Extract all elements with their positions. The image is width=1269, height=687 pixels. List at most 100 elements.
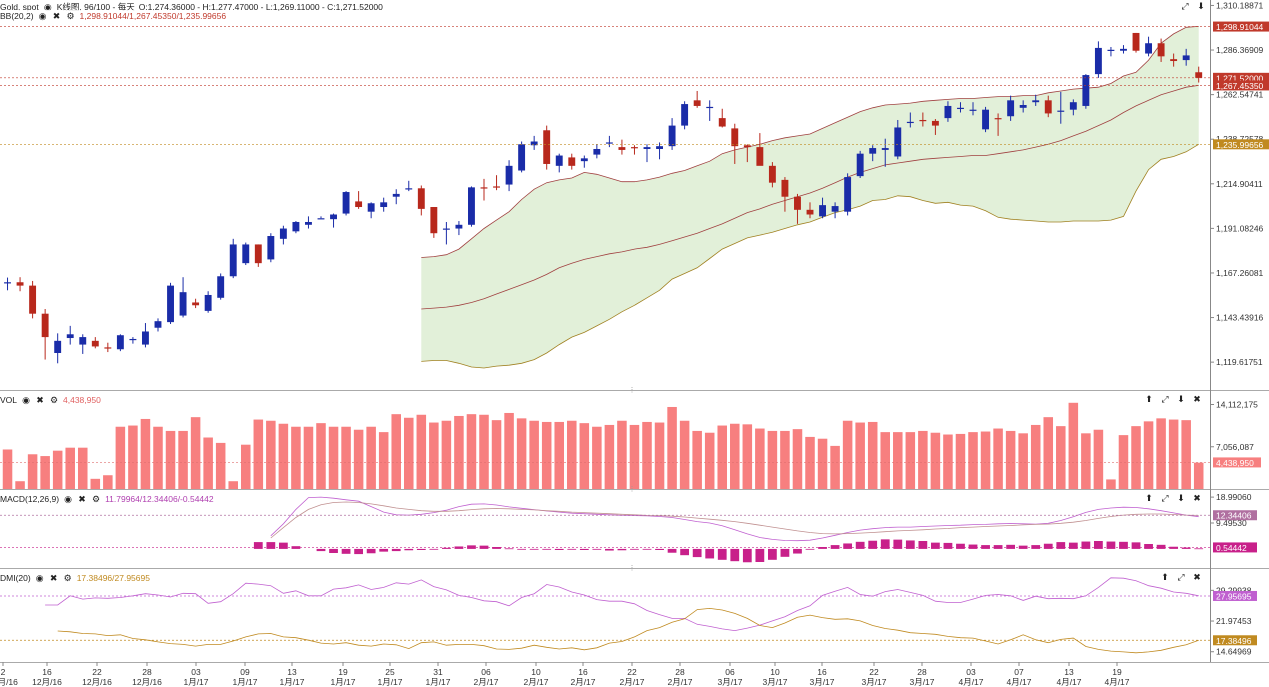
close-icon[interactable]: ✖ bbox=[1193, 394, 1201, 404]
close-icon[interactable]: ✖ bbox=[78, 494, 86, 504]
candle bbox=[468, 186, 475, 227]
volume-bar bbox=[366, 426, 376, 489]
volume-bar bbox=[1056, 426, 1066, 489]
candle-body bbox=[505, 165, 513, 185]
eye-icon[interactable]: ◉ bbox=[38, 11, 47, 21]
volume-bar bbox=[2, 449, 13, 489]
macd-pane[interactable] bbox=[0, 496, 1210, 563]
eye-icon[interactable]: ◉ bbox=[43, 2, 52, 12]
volume-bar bbox=[516, 418, 527, 489]
volume-bar bbox=[240, 444, 251, 489]
candle bbox=[794, 193, 801, 224]
macd-histogram-bar bbox=[943, 542, 953, 549]
pane-resize-handle[interactable]: ⋮ bbox=[628, 565, 636, 572]
candle bbox=[743, 144, 751, 163]
arrow-up-icon[interactable]: ⬆ bbox=[1145, 493, 1153, 503]
candle-body bbox=[555, 155, 563, 166]
volume-bar bbox=[1081, 433, 1091, 489]
candle-body bbox=[279, 228, 287, 239]
arrow-down-icon[interactable]: ⬇ bbox=[1197, 1, 1205, 11]
macd-histogram-bar bbox=[617, 548, 627, 551]
arrow-down-icon[interactable]: ⬇ bbox=[1177, 394, 1185, 404]
eye-icon[interactable]: ◉ bbox=[22, 395, 30, 405]
arrow-up-icon[interactable]: ⬆ bbox=[1145, 394, 1153, 404]
candle bbox=[1157, 38, 1165, 62]
x-axis-tick-sublabel: 12月/16 bbox=[82, 677, 112, 687]
gear-icon[interactable]: ⚙ bbox=[92, 494, 101, 504]
macd-histogram-bar bbox=[742, 548, 752, 563]
volume-bar bbox=[529, 420, 539, 489]
candle-body bbox=[79, 337, 87, 345]
x-axis-tick-label: 22 bbox=[869, 667, 879, 677]
expand-icon[interactable]: ⤢ bbox=[1161, 394, 1169, 404]
close-icon[interactable]: ✖ bbox=[49, 573, 58, 583]
pane-resize-handle[interactable]: ⋮ bbox=[628, 387, 636, 394]
y-axis-tick-label: 1,143.43916 bbox=[1216, 313, 1264, 323]
candle bbox=[116, 334, 124, 352]
candle-body bbox=[944, 105, 952, 119]
macd-pane-controls: ⬆ ⤢ ⬇ ✖ bbox=[1144, 493, 1202, 504]
arrow-down-icon[interactable]: ⬇ bbox=[1177, 493, 1185, 503]
candle-body bbox=[605, 142, 613, 144]
expand-icon[interactable]: ⤢ bbox=[1177, 572, 1185, 582]
gear-icon[interactable]: ⚙ bbox=[63, 573, 72, 583]
macd-label: 0.54442 bbox=[1216, 543, 1247, 553]
volume-bar bbox=[579, 423, 590, 489]
gear-icon[interactable]: ⚙ bbox=[66, 11, 75, 21]
candle-body bbox=[844, 177, 852, 212]
candle bbox=[931, 119, 939, 135]
arrow-up-icon[interactable]: ⬆ bbox=[1161, 572, 1169, 582]
eye-icon[interactable]: ◉ bbox=[35, 573, 44, 583]
macd-histogram-bar bbox=[868, 540, 878, 549]
candle bbox=[1120, 45, 1127, 54]
macd-histogram-bar bbox=[278, 542, 288, 549]
candle-body bbox=[204, 294, 212, 311]
macd-histogram-bar bbox=[429, 548, 439, 550]
dmi-pane[interactable] bbox=[0, 577, 1210, 654]
axes: 1,310.18871 1,286.36909 1,262.54741 1,238.7… bbox=[0, 0, 1269, 663]
volume-bar bbox=[730, 423, 740, 489]
candle-body bbox=[1145, 43, 1153, 54]
gear-icon[interactable]: ⚙ bbox=[49, 395, 59, 405]
candle-body bbox=[29, 285, 37, 314]
close-icon[interactable]: ✖ bbox=[1193, 572, 1201, 582]
candle bbox=[806, 202, 814, 219]
candle bbox=[643, 144, 651, 163]
x-axis-tick-label: 28 bbox=[917, 667, 927, 677]
volume-pane[interactable] bbox=[0, 402, 1210, 489]
candle-body bbox=[116, 335, 124, 350]
candle-body bbox=[994, 118, 1002, 120]
close-icon[interactable]: ✖ bbox=[52, 11, 61, 21]
eye-icon[interactable]: ◉ bbox=[64, 494, 72, 504]
candle bbox=[919, 112, 927, 127]
candle bbox=[66, 325, 74, 345]
x-axis-tick-sublabel: 2月/17 bbox=[570, 677, 595, 687]
close-icon[interactable]: ✖ bbox=[36, 395, 44, 405]
close-icon[interactable]: ✖ bbox=[1193, 493, 1201, 503]
volume-bar bbox=[1093, 429, 1104, 489]
candle-body bbox=[631, 147, 638, 149]
macd-histogram-bar bbox=[993, 545, 1003, 549]
volume-bar bbox=[165, 430, 176, 489]
expand-icon[interactable]: ⤢ bbox=[1161, 493, 1169, 503]
price-pane[interactable] bbox=[0, 26, 1210, 369]
candle-body bbox=[1069, 102, 1077, 110]
macd-histogram-bar bbox=[266, 542, 276, 549]
candle-body bbox=[568, 157, 576, 166]
x-axis-tick-sublabel: 4月/17 bbox=[1104, 677, 1129, 687]
macd-histogram-bar bbox=[592, 548, 602, 550]
pane-resize-handle[interactable]: ⋮ bbox=[628, 486, 636, 493]
candle-body bbox=[618, 147, 626, 150]
volume-bar bbox=[215, 442, 226, 489]
macd-histogram-bar bbox=[818, 547, 827, 549]
volume-bar bbox=[617, 420, 627, 489]
volume-bar bbox=[1018, 433, 1028, 489]
expand-icon[interactable]: ⤢ bbox=[1181, 1, 1189, 11]
candle bbox=[430, 207, 438, 238]
candle-body bbox=[693, 100, 701, 106]
candle-body bbox=[743, 145, 751, 148]
candle-body bbox=[1032, 100, 1040, 103]
macd-histogram-bar bbox=[605, 548, 614, 551]
period-label: K线图, 96/100 - 每天 bbox=[56, 2, 135, 12]
candle bbox=[254, 244, 262, 267]
